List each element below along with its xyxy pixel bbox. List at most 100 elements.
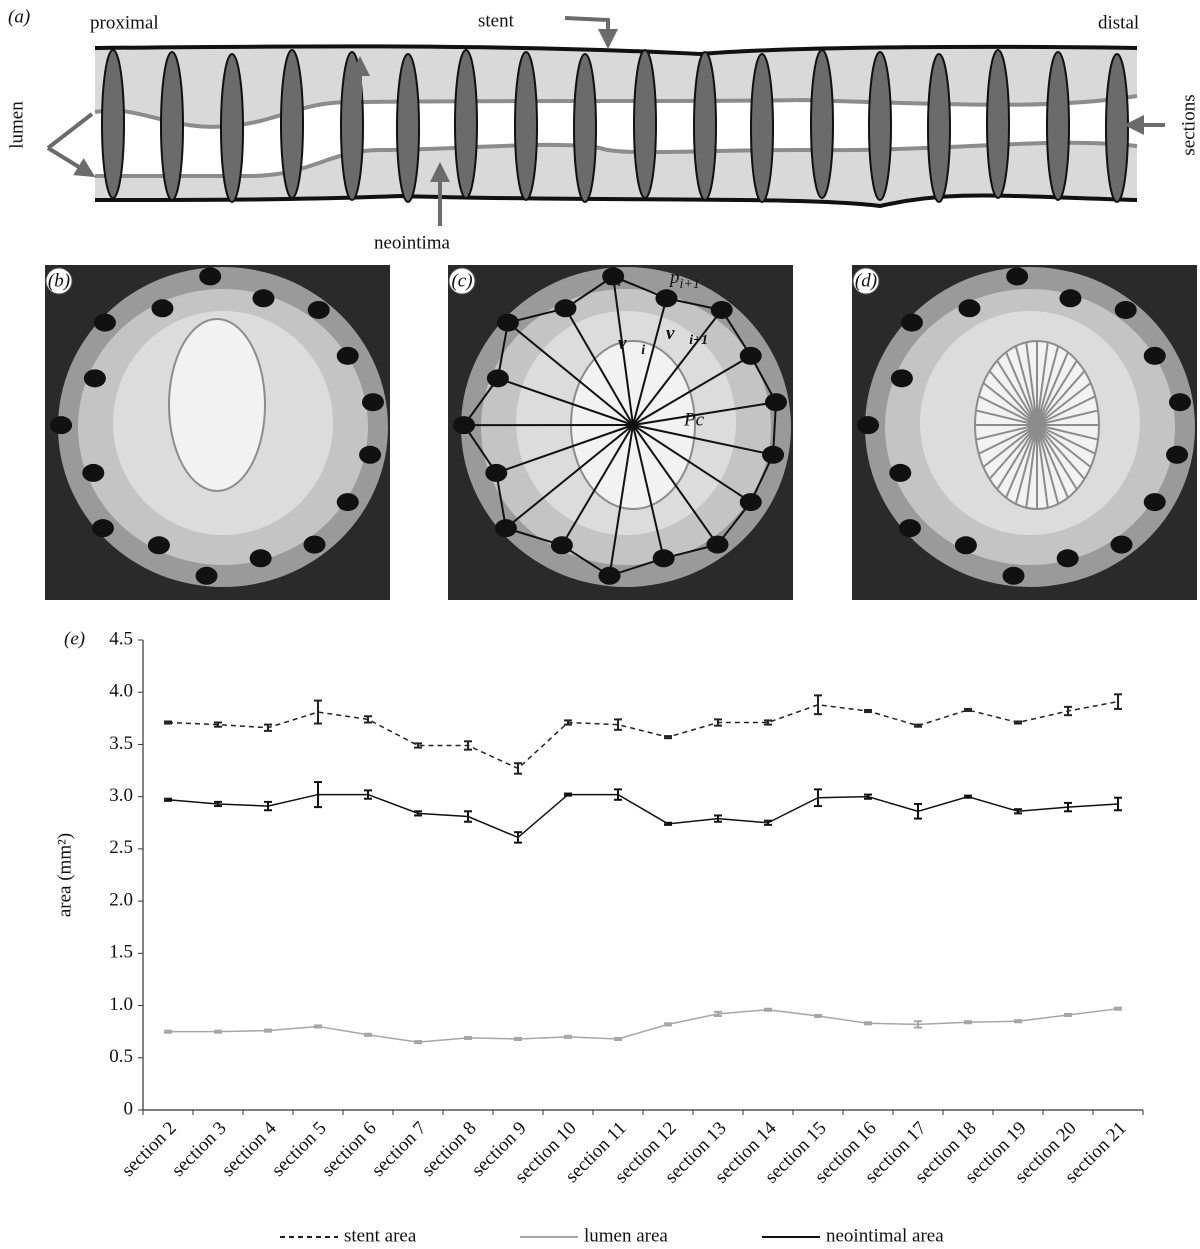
photo-d: (d)	[852, 265, 1197, 600]
strut	[83, 369, 106, 388]
section	[573, 53, 597, 203]
y-tick-label: 3.5	[109, 733, 133, 754]
x-tick-label: section 4	[218, 1117, 281, 1180]
vector-label: v⃗i	[618, 333, 645, 358]
lumen-ray	[996, 360, 1038, 426]
lumen-ray	[1036, 424, 1099, 441]
section	[693, 51, 717, 201]
point-label: pi+1	[668, 267, 700, 292]
lumen-border	[94, 94, 1138, 129]
lumen-ray	[1036, 424, 1078, 490]
strut	[900, 313, 923, 332]
series-line	[167, 700, 1119, 770]
radius	[632, 298, 668, 426]
lumen-ray	[1036, 342, 1049, 426]
lumen-ray	[1036, 395, 1096, 426]
lumen-ray	[1036, 382, 1092, 426]
panel-label: (a)	[8, 6, 30, 27]
lumen-ray	[1025, 424, 1038, 508]
error-bar	[314, 1024, 322, 1029]
strut	[1002, 566, 1025, 585]
strut	[252, 289, 275, 308]
strut	[1059, 289, 1082, 308]
vector-sub: i	[641, 343, 645, 358]
error-bar	[1064, 1012, 1072, 1017]
error-bar	[614, 718, 622, 731]
lumen-ray	[1036, 370, 1086, 426]
point-sub: i	[618, 275, 622, 290]
strut	[1143, 493, 1166, 512]
radius	[497, 377, 634, 426]
error-bar	[264, 723, 272, 732]
error-bar	[564, 792, 572, 797]
lumen-ray	[988, 370, 1038, 426]
error-bar	[164, 1029, 172, 1034]
error-bar	[514, 831, 522, 844]
strut	[199, 267, 222, 286]
panel-label: (e)	[64, 628, 85, 649]
panel-a: (a) proximal stent distal lumen neointim…	[6, 6, 1199, 253]
x-tick-label: section 5	[268, 1118, 331, 1181]
vector-label: v⃗i+1	[666, 323, 708, 348]
strut	[954, 536, 977, 555]
error-bar	[964, 707, 972, 713]
y-tick-label: 3.0	[109, 785, 133, 806]
point-base: p	[668, 267, 680, 288]
error-bar	[264, 1028, 272, 1033]
error-bar	[814, 694, 822, 716]
lumen-ray	[988, 424, 1038, 480]
lumen-ray	[1036, 409, 1099, 426]
error-bar	[464, 810, 472, 823]
label-proximal: proximal	[90, 12, 159, 33]
error-bar	[314, 781, 322, 809]
error-bar	[214, 1029, 222, 1034]
section	[750, 53, 774, 203]
y-tick-label: 4.5	[109, 628, 133, 649]
strut	[1143, 346, 1166, 365]
error-bar	[964, 794, 972, 799]
section	[220, 53, 244, 203]
vector-base: v⃗	[666, 323, 689, 344]
error-bar	[614, 1036, 622, 1042]
radius	[632, 424, 665, 559]
strut	[1168, 393, 1191, 412]
error-bar	[714, 814, 722, 823]
section	[340, 51, 364, 201]
strut	[93, 313, 116, 332]
error-bar	[1114, 693, 1122, 710]
series-line	[167, 793, 1119, 839]
error-bar	[714, 1010, 722, 1017]
x-tick-label: section 2	[118, 1118, 181, 1181]
error-bar	[1014, 1019, 1022, 1024]
error-bar	[714, 718, 722, 727]
strut	[1006, 267, 1029, 286]
error-bar	[614, 788, 622, 801]
error-bar	[214, 721, 222, 728]
sections	[101, 49, 1129, 203]
error-bar	[364, 1032, 372, 1037]
arrow	[46, 112, 92, 175]
vessel-wall	[94, 44, 1138, 57]
x-tick-label: section 6	[318, 1118, 381, 1181]
error-bar	[414, 1040, 422, 1045]
error-bar	[514, 1036, 522, 1042]
label-stent: stent	[478, 10, 515, 31]
lumen-ray	[1036, 351, 1069, 426]
panel-label: (d)	[855, 270, 877, 291]
label-lumen: lumen	[6, 101, 27, 149]
point-base: p	[606, 265, 618, 286]
x-tick-label: section 7	[368, 1118, 431, 1181]
error-bar	[914, 802, 922, 820]
point-sub: i+1	[680, 277, 700, 292]
arrow	[564, 16, 618, 49]
strut	[958, 299, 981, 318]
error-bar	[214, 800, 222, 808]
radius	[495, 424, 634, 474]
lumen-ray	[1005, 351, 1038, 426]
strut	[151, 299, 174, 318]
y-tick-label: 2.0	[109, 889, 133, 910]
strut	[1110, 535, 1133, 554]
radius	[632, 309, 723, 426]
section	[160, 51, 184, 201]
